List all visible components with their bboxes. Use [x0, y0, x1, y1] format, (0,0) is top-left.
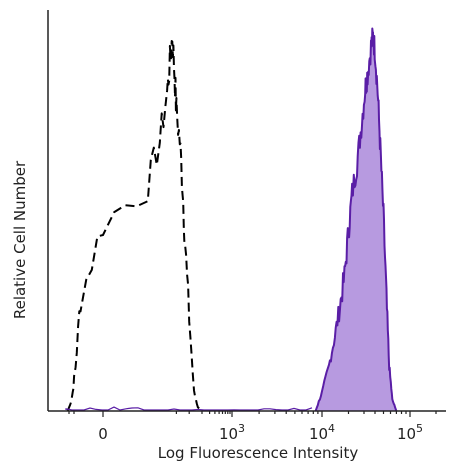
x-ticks: 0 103 104 105: [68, 411, 437, 443]
series-line-1: [314, 27, 398, 412]
plot-area: [65, 27, 398, 412]
x-tick-label: 0: [98, 425, 108, 443]
series-line-0: [66, 40, 203, 412]
axes: [47, 10, 446, 412]
y-axis-title: Relative Cell Number: [11, 160, 29, 319]
x-tick-label: 105: [397, 422, 423, 443]
series-area-1: [315, 28, 397, 411]
series-baseline-1: [65, 406, 313, 411]
x-axis-title: Log Fluorescence Intensity: [158, 444, 359, 462]
x-tick-label: 103: [219, 422, 245, 443]
x-tick-label: 104: [309, 422, 335, 443]
